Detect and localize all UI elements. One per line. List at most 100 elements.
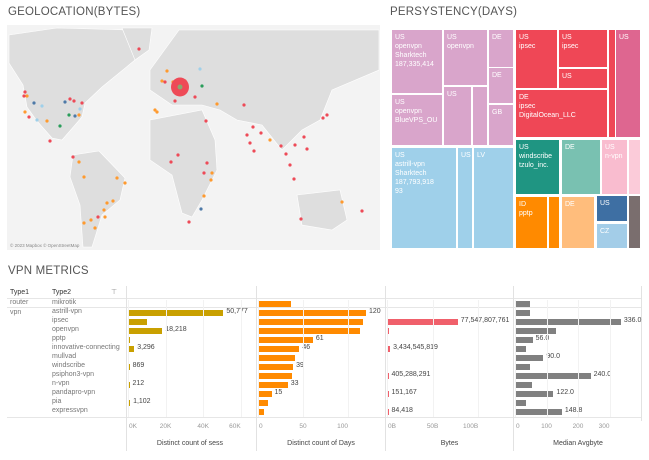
sess-axis-title[interactable]: Distinct count of sess <box>156 440 224 447</box>
days-bar[interactable] <box>258 390 272 397</box>
treemap-cell[interactable]: DE ipsec DigitalOcean_LLC <box>516 90 607 137</box>
treemap-cell[interactable] <box>629 140 640 194</box>
bytes-axis-title[interactable]: Bytes <box>440 440 459 447</box>
median-axis-title[interactable]: Median Avgbyte <box>553 440 603 447</box>
location-marker[interactable] <box>165 69 169 73</box>
median-bar[interactable] <box>515 399 527 406</box>
location-marker[interactable] <box>115 176 119 180</box>
location-marker[interactable] <box>89 218 93 222</box>
median-bar[interactable] <box>515 300 531 307</box>
location-marker[interactable] <box>321 116 325 120</box>
location-marker[interactable] <box>105 201 109 205</box>
location-marker[interactable] <box>245 133 249 137</box>
treemap-cell[interactable]: CZ <box>597 224 627 248</box>
location-marker[interactable] <box>93 226 97 230</box>
location-marker[interactable] <box>68 97 72 101</box>
treemap-cell[interactable]: DE <box>489 30 513 67</box>
median-bar[interactable] <box>515 363 531 370</box>
treemap-cell[interactable]: DE <box>489 68 513 103</box>
treemap-cell[interactable]: US openvpn Sharktech 187,335,414 <box>392 30 442 93</box>
treemap-cell[interactable] <box>609 30 615 137</box>
location-marker[interactable] <box>340 200 344 204</box>
days-bar[interactable] <box>258 363 294 370</box>
location-marker[interactable] <box>40 104 44 108</box>
sess-bar[interactable] <box>128 318 147 325</box>
location-marker[interactable] <box>155 110 159 114</box>
bytes-bar[interactable] <box>387 345 391 352</box>
location-marker[interactable] <box>96 215 100 219</box>
location-marker[interactable] <box>193 95 197 99</box>
location-marker[interactable] <box>292 177 296 181</box>
location-marker[interactable] <box>45 119 49 123</box>
location-marker[interactable] <box>78 107 82 111</box>
days-bar[interactable] <box>258 309 366 316</box>
location-marker[interactable] <box>202 194 206 198</box>
median-bar[interactable] <box>515 390 554 397</box>
location-marker[interactable] <box>72 99 76 103</box>
location-marker[interactable] <box>123 181 127 185</box>
median-bar[interactable] <box>515 354 544 361</box>
location-marker[interactable] <box>187 220 191 224</box>
location-marker[interactable] <box>302 135 306 139</box>
location-marker[interactable] <box>23 110 27 114</box>
location-marker[interactable] <box>299 217 303 221</box>
median-bar[interactable] <box>515 381 533 388</box>
location-marker[interactable] <box>77 113 81 117</box>
geolocation-map[interactable]: © 2023 Mapbox © OpenStreetMap <box>7 25 380 250</box>
location-marker[interactable] <box>252 149 256 153</box>
location-marker[interactable] <box>268 138 272 142</box>
sess-bar[interactable] <box>128 399 131 406</box>
location-marker[interactable] <box>198 67 202 71</box>
sess-bar[interactable] <box>128 309 224 316</box>
location-marker[interactable] <box>32 101 36 105</box>
location-marker[interactable] <box>163 80 167 84</box>
treemap-cell[interactable]: LV <box>474 148 513 248</box>
days-bar[interactable] <box>258 345 300 352</box>
location-marker[interactable] <box>215 102 219 106</box>
location-marker[interactable] <box>111 199 115 203</box>
treemap-cell[interactable]: GB <box>489 105 513 145</box>
location-marker[interactable] <box>205 161 209 165</box>
days-bar[interactable] <box>258 381 288 388</box>
location-marker[interactable] <box>293 143 297 147</box>
location-marker[interactable] <box>73 114 77 118</box>
treemap-cell[interactable]: US astrill-vpn Sharktech 187,793,918 93 <box>392 148 456 248</box>
treemap-cell[interactable]: US <box>444 87 471 145</box>
days-bar[interactable] <box>258 408 265 415</box>
treemap-cell[interactable]: US n-vpn <box>602 140 627 194</box>
location-marker[interactable] <box>209 178 213 182</box>
sess-bar[interactable] <box>128 327 163 334</box>
sort-icon[interactable]: ⊤ <box>111 289 118 296</box>
treemap-cell[interactable]: US openvpn <box>444 30 487 85</box>
bytes-bar[interactable] <box>387 318 458 325</box>
treemap-cell[interactable] <box>549 197 559 248</box>
location-marker[interactable] <box>160 79 164 83</box>
location-marker[interactable] <box>242 103 246 107</box>
days-bar[interactable] <box>258 300 292 307</box>
treemap-cell[interactable]: US <box>616 30 640 137</box>
location-marker[interactable] <box>248 141 252 145</box>
location-marker[interactable] <box>284 152 288 156</box>
location-marker[interactable] <box>177 84 183 90</box>
location-marker[interactable] <box>210 171 214 175</box>
location-marker[interactable] <box>251 125 255 129</box>
location-marker[interactable] <box>25 94 29 98</box>
days-bar[interactable] <box>258 318 364 325</box>
treemap-cell[interactable]: US ipsec <box>516 30 557 88</box>
location-marker[interactable] <box>169 160 173 164</box>
treemap-cell[interactable]: US openvpn BlueVPS_OU <box>392 95 442 145</box>
treemap-cell[interactable]: US <box>597 196 627 221</box>
median-bar[interactable] <box>515 345 527 352</box>
location-marker[interactable] <box>80 101 84 105</box>
days-bar[interactable] <box>258 399 268 406</box>
days-bar[interactable] <box>258 336 313 343</box>
location-marker[interactable] <box>63 100 67 104</box>
location-marker[interactable] <box>259 131 263 135</box>
treemap-cell[interactable]: US <box>458 148 472 248</box>
sess-bar[interactable] <box>128 345 135 352</box>
median-bar[interactable] <box>515 336 533 343</box>
location-marker[interactable] <box>325 113 329 117</box>
treemap-cell[interactable] <box>629 196 640 248</box>
location-marker[interactable] <box>102 208 106 212</box>
location-marker[interactable] <box>204 119 208 123</box>
